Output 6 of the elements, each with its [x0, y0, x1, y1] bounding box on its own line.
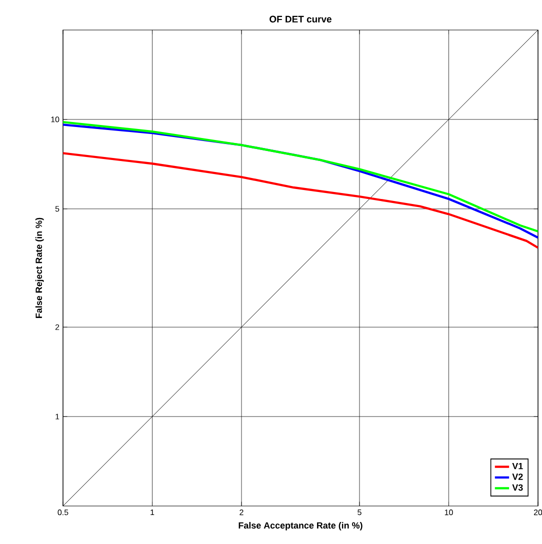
legend-label: V3 [512, 484, 523, 491]
legend-label: V2 [512, 474, 523, 480]
y-axis-title: False Reject Rate (in %) [35, 218, 44, 318]
chart-title: OF DET curve [270, 16, 332, 22]
x-axis-title: False Acceptance Rate (in %) [238, 522, 362, 530]
legend-label: V1 [512, 462, 523, 470]
